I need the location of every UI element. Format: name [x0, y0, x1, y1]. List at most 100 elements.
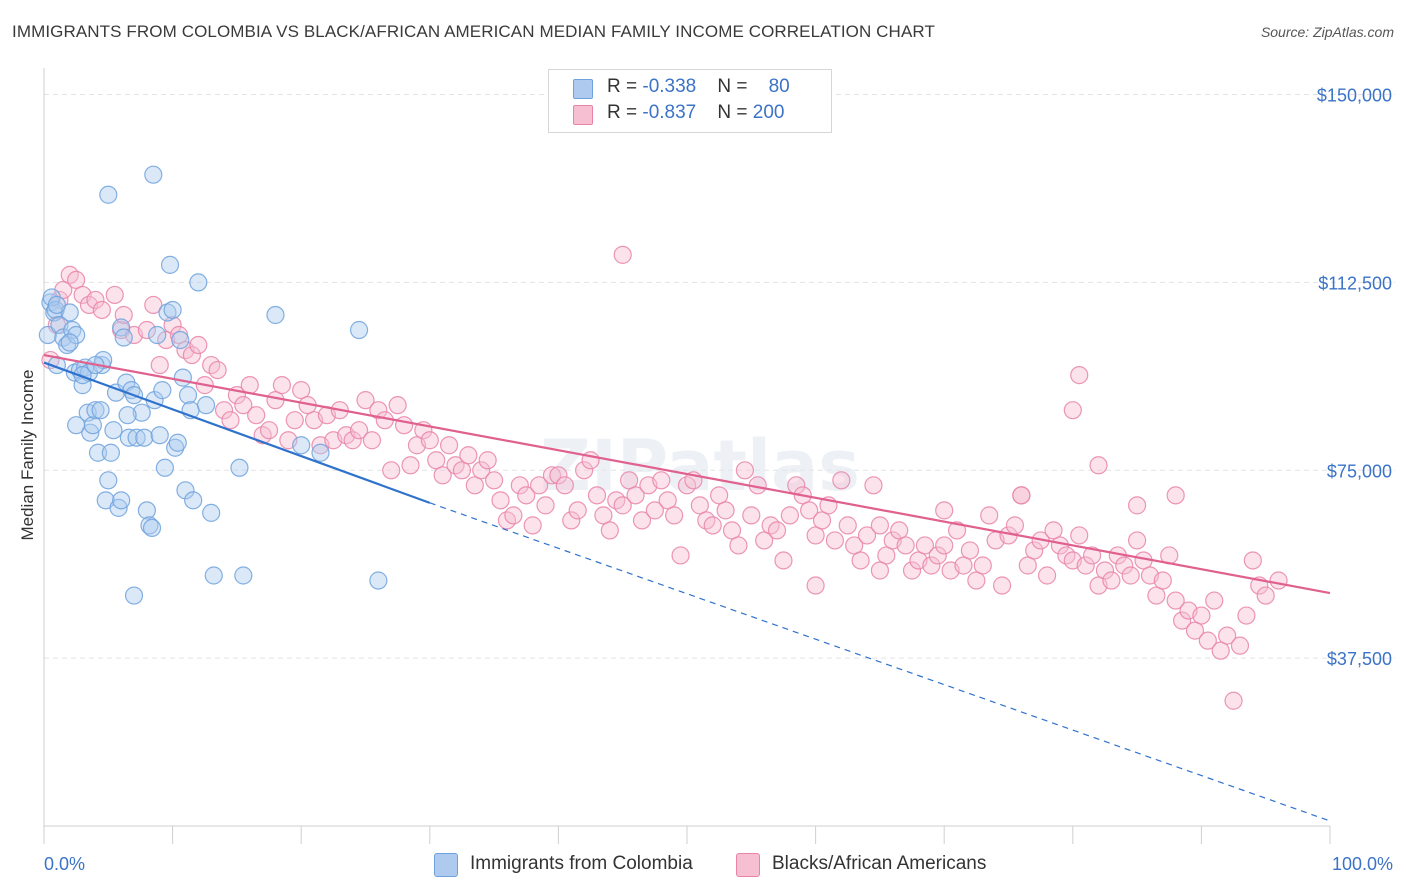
black-point	[292, 381, 311, 400]
black-point	[1063, 401, 1082, 420]
colombia-point	[119, 428, 138, 447]
black-point	[523, 516, 542, 535]
bottom-legend-swatch-pink	[736, 853, 760, 877]
colombia-point	[118, 406, 137, 425]
colombia-point	[171, 330, 190, 350]
black-point	[575, 461, 594, 480]
black-point	[767, 521, 787, 540]
black-point	[658, 491, 677, 510]
black-point	[1005, 516, 1025, 535]
black-point	[144, 295, 163, 315]
black-point	[1037, 566, 1057, 585]
black-point	[150, 355, 169, 375]
black-point	[1044, 521, 1063, 540]
black-point	[1218, 626, 1237, 645]
black-point	[864, 476, 883, 495]
legend-r-value: -0.837	[642, 102, 697, 123]
black-point	[671, 546, 690, 565]
black-point	[1243, 551, 1262, 570]
black-point	[877, 546, 896, 565]
x-tick-label-max: 100.0%	[1332, 854, 1393, 874]
black-point	[465, 476, 484, 495]
chart-title: IMMIGRANTS FROM COLOMBIA VS BLACK/AFRICA…	[12, 22, 935, 41]
black-point	[382, 461, 401, 480]
black-point	[710, 486, 729, 505]
y-tick-label: $75,000	[1327, 461, 1392, 481]
black-point	[356, 391, 375, 410]
black-point	[517, 486, 536, 505]
black-point	[845, 536, 864, 555]
black-point	[645, 501, 664, 520]
colombia-point	[196, 396, 216, 415]
colombia-point	[60, 333, 79, 352]
black-point	[587, 486, 607, 505]
black-point	[690, 496, 709, 515]
black-point	[1121, 566, 1140, 585]
black-point	[1012, 486, 1031, 505]
black-point	[1166, 486, 1185, 505]
black-point	[806, 526, 825, 545]
black-point	[478, 451, 497, 470]
black-point	[915, 536, 935, 555]
correlation-legend: R = -0.338 N = 80 R = -0.837 N = 200	[548, 69, 832, 133]
black-point	[954, 556, 973, 575]
colombia-point	[144, 165, 163, 184]
black-point	[137, 320, 156, 340]
black-point	[665, 506, 684, 525]
black-point	[1115, 556, 1134, 575]
bottom-legend-label-black: Blacks/African Americans	[772, 853, 987, 874]
black-point	[742, 506, 761, 525]
colombia-point	[163, 300, 182, 320]
black-point	[806, 576, 825, 595]
black-point	[1070, 526, 1089, 545]
legend-r-label: R =	[607, 76, 643, 97]
black-point	[973, 556, 992, 575]
colombia-point	[112, 491, 131, 510]
black-point	[825, 531, 844, 550]
black-point	[980, 506, 999, 525]
colombia-point	[83, 416, 102, 435]
black-point	[272, 376, 292, 395]
black-point	[600, 521, 619, 540]
black-point	[189, 335, 208, 355]
colombia-point	[349, 320, 369, 340]
black-point	[549, 466, 568, 485]
black-point	[722, 521, 742, 540]
colombia-point	[73, 365, 92, 385]
black-point	[1127, 496, 1147, 515]
colombia-point	[204, 566, 223, 585]
black-point	[1018, 556, 1037, 575]
black-point	[394, 416, 414, 435]
colombia-point	[67, 325, 86, 345]
black-point	[947, 521, 967, 540]
black-point	[1192, 606, 1211, 625]
black-point	[935, 536, 954, 555]
colombia-trend-extension	[429, 502, 1331, 822]
black-point	[832, 471, 851, 490]
black-point	[214, 401, 234, 420]
colombia-point	[369, 571, 388, 590]
colombia-point	[189, 273, 208, 292]
colombia-point	[67, 416, 86, 435]
black-point	[1082, 546, 1102, 565]
black-point	[632, 511, 652, 530]
black-point	[1205, 591, 1224, 610]
legend-n-value: 80	[768, 76, 790, 97]
black-point	[234, 396, 253, 415]
colombia-point	[99, 471, 118, 490]
colombia-point	[135, 428, 154, 447]
legend-n-label: N =	[717, 102, 753, 123]
colombia-point	[127, 428, 146, 447]
black-point	[780, 506, 799, 525]
black-point	[388, 396, 407, 415]
colombia-point	[168, 433, 187, 452]
legend-swatch-blue	[573, 79, 593, 99]
black-point	[530, 476, 549, 495]
black-point	[420, 431, 439, 450]
colombia-point	[173, 368, 192, 387]
black-point	[208, 360, 227, 380]
black-point	[1127, 531, 1147, 550]
black-point	[1025, 541, 1044, 560]
colombia-point	[234, 566, 253, 585]
black-point	[452, 461, 472, 480]
